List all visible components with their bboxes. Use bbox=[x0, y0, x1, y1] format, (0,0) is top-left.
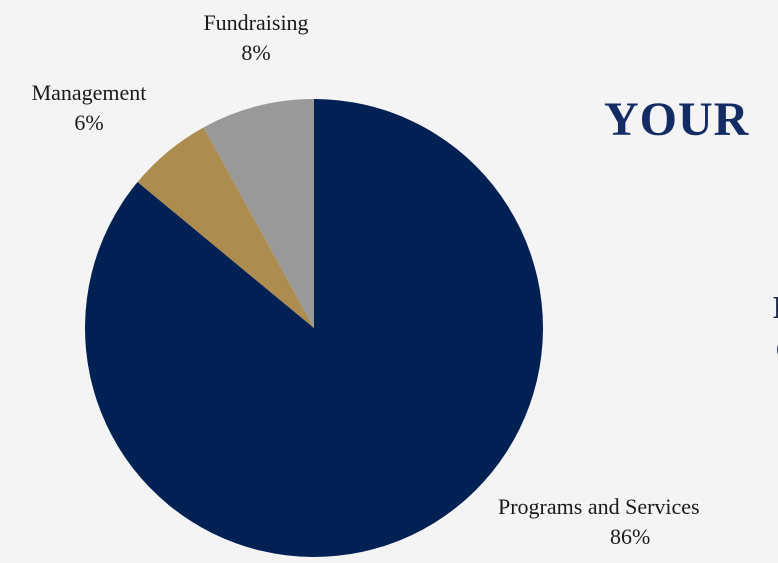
slice-label-programs-and-services: Programs and Services 86% bbox=[498, 492, 778, 552]
donation-statement: 86 DONA GOES bbox=[620, 244, 778, 370]
slice-management bbox=[137, 127, 314, 328]
headline: YOUR bbox=[604, 93, 750, 146]
slice-value-label: 8% bbox=[241, 40, 271, 65]
slice-category-label: Management bbox=[31, 80, 147, 105]
slice-value-label: 86% bbox=[610, 524, 651, 549]
slice-label-management: Management 6% bbox=[4, 78, 174, 138]
statement-line-2: DONA bbox=[620, 286, 778, 328]
slice-fundraising bbox=[203, 99, 314, 328]
slice-label-fundraising: Fundraising 8% bbox=[181, 8, 331, 68]
statement-line-3: GOES bbox=[620, 328, 778, 370]
slice-value-label: 6% bbox=[74, 110, 104, 135]
slice-category-label: Programs and Services bbox=[498, 494, 700, 519]
statement-line-1: 86 bbox=[620, 244, 778, 286]
slice-category-label: Fundraising bbox=[203, 10, 309, 35]
